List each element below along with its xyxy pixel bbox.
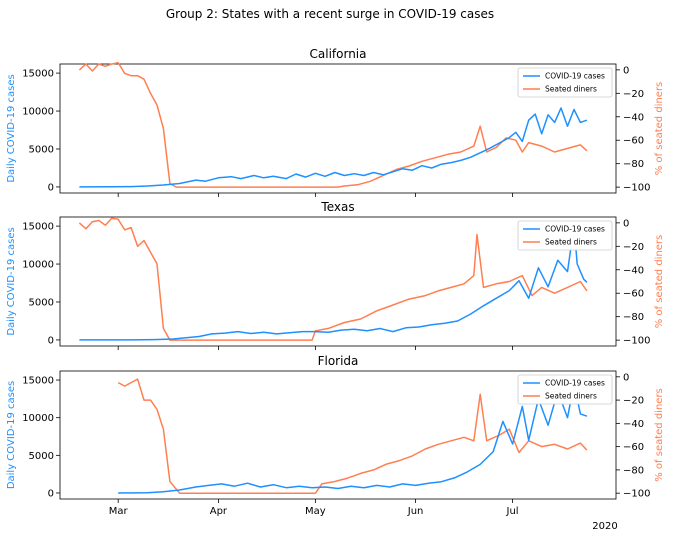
figure-title: Group 2: States with a recent surge in C…	[166, 7, 494, 21]
y-right-tick-label: −80	[623, 159, 644, 170]
y-right-tick-label: −80	[623, 465, 644, 476]
y-axis-right-label: % of seated diners	[654, 235, 665, 329]
legend-diners-label: Seated diners	[545, 85, 597, 94]
y-tick-label: 15000	[22, 69, 54, 80]
plot-frame	[59, 370, 617, 500]
y-right-tick-label: −60	[623, 442, 644, 453]
x-tick-label: May	[305, 506, 326, 517]
cases-line	[79, 107, 588, 188]
y-right-tick-label: −20	[623, 242, 644, 253]
y-right-tick-label: −100	[623, 489, 650, 500]
y-right-tick-label: 0	[623, 218, 629, 229]
y-tick-label: 15000	[22, 376, 54, 387]
y-axis-label: Daily COVID-19 cases	[6, 74, 17, 182]
y-tick-label: 5000	[29, 451, 54, 462]
plot-frame	[59, 216, 617, 347]
cases-line	[118, 383, 588, 494]
subplot-florida: Florida 0 5000 10000 15000 0 −20 −40 −60 −80 −100 M…	[6, 354, 665, 517]
diners-line	[78, 217, 588, 341]
y-axis-right-label: % of seated diners	[654, 388, 665, 482]
y-tick-label: 0	[48, 182, 54, 193]
legend-box	[517, 220, 613, 251]
subplot-title: Florida	[318, 354, 359, 368]
legend-cases-label: COVID-19 cases	[545, 72, 605, 81]
y-right-tick-label: −40	[623, 419, 644, 430]
legend-cases-label: COVID-19 cases	[545, 379, 605, 388]
legend-box	[517, 374, 613, 405]
y-right-tick-label: −60	[623, 289, 644, 300]
y-axis-right-label: % of seated diners	[654, 82, 665, 176]
y-axis-label: Daily COVID-19 cases	[6, 227, 17, 335]
plot-frame	[59, 63, 617, 194]
y-tick-label: 10000	[22, 260, 54, 271]
y-right-tick-label: −20	[623, 396, 644, 407]
cases-line	[79, 225, 588, 341]
x-tick-label: Jun	[407, 506, 424, 517]
y-right-tick-label: −60	[623, 136, 644, 147]
y-right-tick-label: −100	[623, 336, 650, 347]
subplot-title: California	[310, 47, 367, 61]
x-tick-label: Mar	[109, 506, 129, 517]
subplot-texas: Texas 0 5000 10000 15000 0 −20 −40 −60 −80 −100 Dai…	[6, 200, 665, 350]
subplot-california: California 0 5000 10000 15000 0 −20 −40 −60 −80 −1…	[6, 47, 665, 197]
x-tick-label: Jul	[506, 506, 519, 517]
legend-diners-label: Seated diners	[545, 238, 597, 247]
y-right-tick-label: 0	[623, 372, 629, 383]
year-label: 2020	[592, 521, 617, 532]
y-axis-label: Daily COVID-19 cases	[6, 381, 17, 489]
y-tick-label: 5000	[29, 144, 54, 155]
y-tick-label: 0	[48, 488, 54, 499]
y-tick-label: 10000	[22, 107, 54, 118]
y-right-tick-label: −100	[623, 183, 650, 194]
y-right-tick-label: 0	[623, 65, 629, 76]
subplot-title: Texas	[320, 200, 354, 214]
y-right-tick-label: −80	[623, 312, 644, 323]
legend-box	[517, 67, 613, 98]
diners-line	[78, 62, 588, 188]
y-tick-label: 0	[48, 335, 54, 346]
y-right-tick-label: −40	[623, 112, 644, 123]
y-right-tick-label: −40	[623, 265, 644, 276]
diners-line	[117, 378, 588, 494]
y-tick-label: 5000	[29, 297, 54, 308]
y-tick-label: 15000	[22, 222, 54, 233]
legend-diners-label: Seated diners	[545, 392, 597, 401]
y-tick-label: 10000	[22, 413, 54, 424]
y-right-tick-label: −20	[623, 89, 644, 100]
x-tick-label: Apr	[210, 506, 228, 517]
legend-cases-label: COVID-19 cases	[545, 225, 605, 234]
